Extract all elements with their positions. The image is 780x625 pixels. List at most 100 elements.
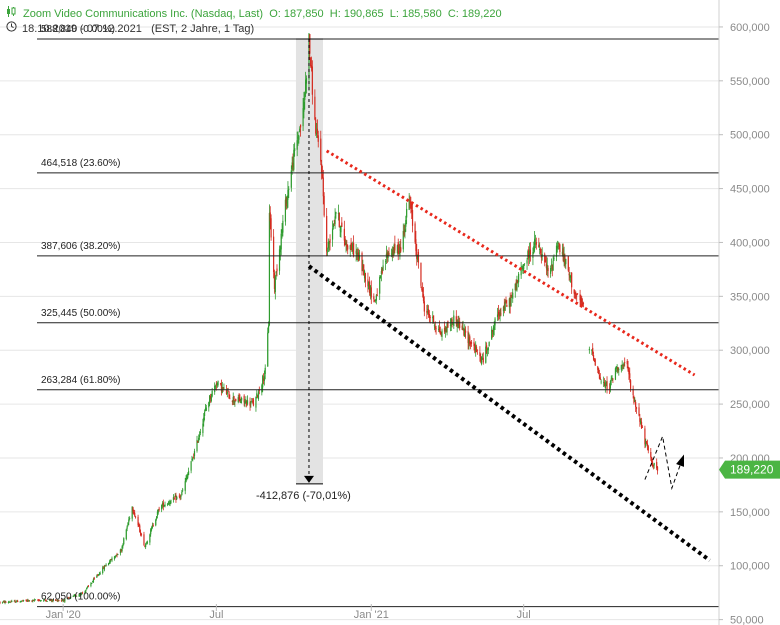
candle	[64, 598, 66, 603]
candle	[134, 515, 137, 519]
candle-body	[26, 600, 28, 602]
candle	[164, 501, 166, 508]
candle	[509, 292, 511, 314]
chart-title: Zoom Video Communications Inc. (Nasdaq, …	[23, 8, 264, 20]
last-price-badge-shape	[719, 460, 780, 479]
candle-body	[143, 534, 145, 546]
candle-body	[582, 303, 585, 304]
candle-body	[214, 385, 216, 393]
candle	[398, 244, 400, 255]
candle-body	[363, 270, 366, 279]
candle	[117, 553, 119, 556]
candle	[328, 240, 330, 252]
candle-body	[235, 398, 237, 402]
candle-body	[445, 327, 447, 332]
candle-body	[86, 587, 88, 590]
candle-body	[416, 249, 418, 259]
candle	[170, 499, 172, 505]
candle-body	[629, 380, 632, 389]
candle	[315, 117, 317, 136]
candle-body	[304, 93, 306, 100]
candle	[361, 251, 363, 276]
candle-body	[423, 301, 425, 312]
candle-body	[439, 330, 441, 335]
candle	[597, 365, 599, 374]
candle	[486, 342, 488, 354]
candle-body	[282, 220, 284, 233]
candle	[66, 596, 68, 600]
candle	[514, 283, 516, 298]
y-tick-label: 50,000	[730, 615, 764, 625]
candle-body	[580, 297, 582, 302]
candle	[284, 193, 287, 226]
candle-body	[292, 162, 294, 168]
candle-body	[475, 346, 478, 353]
candle-body	[79, 594, 81, 596]
candle-body	[391, 249, 393, 257]
candle	[350, 237, 352, 251]
candle	[408, 193, 410, 211]
candle-body	[532, 251, 534, 258]
candle-body	[520, 268, 522, 276]
fib-level-label: 263,284 (61.80%)	[41, 375, 121, 386]
candle	[653, 462, 655, 469]
candle	[387, 251, 389, 262]
candle-body	[158, 508, 160, 511]
candle	[108, 560, 111, 565]
candle-body	[225, 389, 228, 394]
resistance-trendline	[325, 149, 696, 377]
candle	[557, 241, 559, 250]
candle-body	[647, 446, 649, 451]
candle-body	[92, 581, 94, 583]
candle-body	[481, 358, 484, 360]
candle-body	[279, 247, 281, 253]
candle-body	[563, 253, 565, 262]
date-range: 18.10.2019 - 07.12.2021	[22, 23, 142, 35]
candle-body	[457, 321, 459, 326]
candle-body	[131, 506, 133, 519]
candle	[517, 279, 519, 284]
candle	[86, 587, 88, 590]
candle-body	[506, 304, 508, 307]
candle	[496, 307, 499, 321]
candle	[37, 598, 39, 602]
candle-body	[508, 298, 510, 308]
candle	[81, 592, 83, 595]
candle-body	[499, 312, 501, 317]
candle-body	[276, 268, 278, 272]
candle	[356, 248, 358, 261]
candle-body	[262, 376, 264, 388]
candle-body	[296, 140, 298, 150]
candle-body	[233, 396, 235, 402]
time-axis[interactable]: Jan '20 Jul Jan '21 Jul	[46, 604, 531, 621]
candle	[311, 60, 313, 105]
candle	[251, 397, 253, 403]
candle	[80, 594, 82, 597]
candle-body	[462, 327, 464, 331]
candle-body	[302, 108, 304, 127]
candle-body	[4, 601, 6, 604]
candle-body	[644, 428, 646, 445]
candle-body	[39, 600, 42, 602]
candle-body	[539, 248, 541, 251]
candle	[341, 217, 343, 227]
candle-body	[579, 294, 581, 301]
candle	[382, 259, 384, 272]
candle	[250, 400, 252, 408]
candle-body	[34, 599, 36, 601]
candle-body	[492, 327, 494, 335]
price-axis[interactable]: 50,000100,000150,000200,000250,000300,00…	[719, 22, 770, 625]
candle-body	[151, 525, 153, 528]
candle	[544, 252, 546, 267]
candle	[447, 320, 449, 328]
candle-body	[603, 382, 606, 387]
candle	[346, 240, 348, 251]
candle-body	[152, 524, 154, 526]
candle-body	[528, 250, 531, 258]
candle-body	[617, 367, 619, 371]
candle-body	[85, 589, 87, 592]
candle	[499, 308, 501, 322]
candle-body	[482, 357, 484, 363]
candle	[86, 585, 89, 589]
